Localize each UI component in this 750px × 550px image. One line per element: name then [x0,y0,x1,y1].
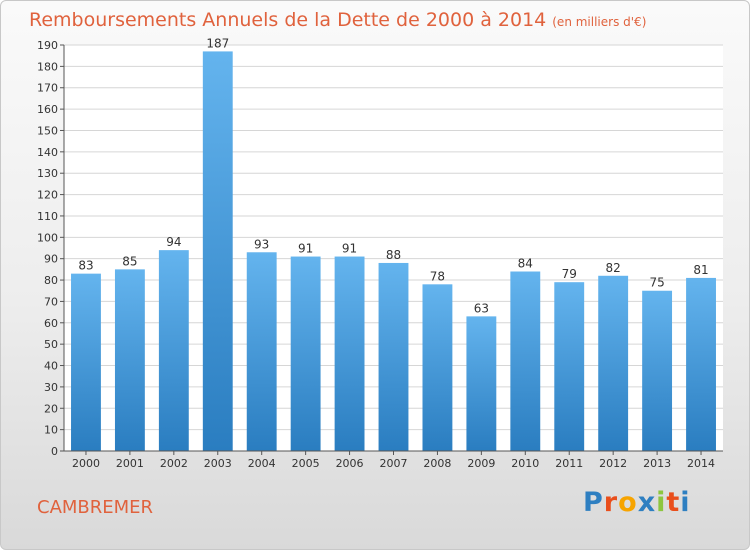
chart-title: Remboursements Annuels de la Dette de 20… [29,9,646,31]
data-label-2007: 88 [386,248,401,262]
data-label-2013: 75 [649,276,664,290]
data-label-2010: 84 [518,257,533,271]
y-tick-label: 30 [44,381,58,394]
data-label-2001: 85 [122,254,137,268]
y-tick-label: 150 [37,124,58,137]
y-tick-label: 100 [37,231,58,244]
bar-2003 [202,51,233,452]
y-tick-label: 60 [44,317,58,330]
data-label-2004: 93 [254,237,269,251]
bar-2007 [378,262,409,451]
data-label-2008: 78 [430,269,445,283]
x-tick-label-2010: 2010 [511,457,539,470]
x-tick-label-2002: 2002 [160,457,188,470]
bar-2010 [510,271,541,451]
data-label-2000: 83 [78,259,93,273]
data-label-2011: 79 [562,267,577,281]
x-tick-label-2005: 2005 [292,457,320,470]
data-label-2002: 94 [166,235,181,249]
x-tick-label-2004: 2004 [248,457,276,470]
x-tick-label-2014: 2014 [687,457,715,470]
x-tick-label-2001: 2001 [116,457,144,470]
y-tick-label: 190 [37,39,58,52]
x-tick-label-2013: 2013 [643,457,671,470]
logo-letter: o [618,487,638,518]
data-label-2005: 91 [298,242,313,256]
bar-2006 [334,256,365,451]
bar-2012 [598,275,629,451]
data-label-2012: 82 [606,261,621,275]
logo-letter: i [680,487,691,518]
y-tick-label: 120 [37,189,58,202]
bar-2011 [554,282,585,451]
data-label-2006: 91 [342,242,357,256]
bar-2002 [158,250,189,451]
x-tick-label-2007: 2007 [380,457,408,470]
logo-letter: P [583,487,604,518]
x-tick-label-2012: 2012 [599,457,627,470]
bar-2014 [686,277,716,451]
logo-letter: r [603,487,619,518]
x-tick-label-2011: 2011 [555,457,583,470]
bar-2005 [290,256,321,451]
data-label-2003: 187 [206,36,229,50]
y-tick-label: 50 [44,338,58,351]
city-name: CAMBREMER [37,497,154,518]
y-tick-label: 130 [37,167,58,180]
bar-2009 [466,316,497,451]
y-tick-label: 20 [44,402,58,415]
x-tick-label-2000: 2000 [72,457,100,470]
data-label-2014: 81 [693,263,708,277]
x-tick-label-2006: 2006 [336,457,364,470]
bar-2013 [642,290,673,451]
y-tick-label: 80 [44,274,58,287]
axes: 0 10 20 30 40 50 60 70 80 90 100 110 120 130 140 150 160… [37,39,723,470]
logo-letter: i [656,487,667,518]
x-tick-label-2008: 2008 [423,457,451,470]
y-tick-label: 70 [44,295,58,308]
bars: 83 85 94 187 93 91 91 88 78 63 84 79 82 75 81 [71,36,716,452]
bar-2008 [422,284,453,451]
bar-2004 [246,252,277,451]
y-tick-label: 160 [37,103,58,116]
y-tick-label: 10 [44,424,58,437]
chart-subtitle: (en milliers d'€) [552,15,647,29]
bar-2001 [114,269,145,451]
y-tick-label: 170 [37,82,58,95]
x-tick-label-2009: 2009 [467,457,495,470]
logo-letter: t [666,487,681,518]
logo-letter: x [637,487,657,518]
chart-title-text: Remboursements Annuels de la Dette de 20… [29,9,547,31]
y-tick-label: 0 [51,445,58,458]
x-tick-label-2003: 2003 [204,457,232,470]
y-tick-label: 90 [44,253,58,266]
y-tick-label: 110 [37,210,58,223]
y-tick-label: 140 [37,146,58,159]
bar-2000 [71,273,101,451]
proxiti-logo[interactable]: Proxiti [583,487,691,518]
data-label-2009: 63 [474,301,489,315]
y-tick-label: 40 [44,360,58,373]
y-tick-label: 180 [37,60,58,73]
